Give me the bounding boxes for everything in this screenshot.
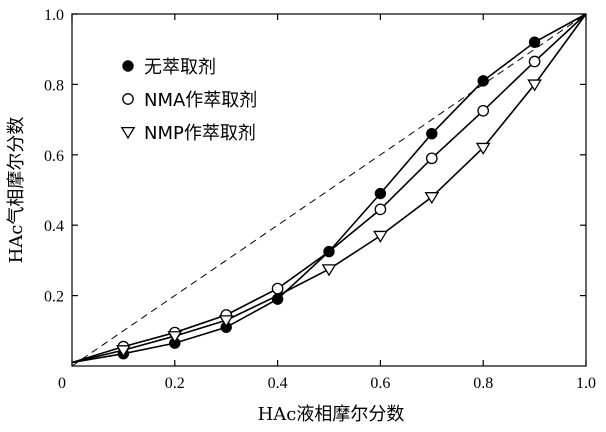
axes-layer: 0 0.2 0.4 0.6 0.8 1.0 0.2 0.4 0.6 0.8 1.0 [44, 7, 596, 392]
x-tick-label-1: 0.2 [165, 375, 185, 392]
series-0-point-7 [426, 127, 438, 140]
legend-label-0: 无萃取剂 [144, 57, 216, 78]
y-axis-title: HAc气相摩尔分数 [6, 117, 27, 264]
legend-marker-0 [122, 60, 134, 72]
series-1-point-8 [477, 104, 490, 117]
series-1-point-7 [425, 152, 438, 165]
diagonal-reference-layer [71, 13, 587, 367]
series-2-point-6 [373, 230, 388, 243]
series-2-point-8 [475, 142, 491, 155]
series-2-point-2 [167, 331, 183, 344]
y-tick-label-3: 0.8 [44, 77, 64, 94]
series-0-point-8 [477, 75, 489, 87]
series-1-point-9 [528, 55, 541, 68]
x-axis-title: HAc液相摩尔分数 [258, 404, 405, 425]
x-tick-label-5: 1.0 [576, 375, 596, 392]
x-tick-label-0: 0 [58, 375, 66, 392]
series-2-point-9 [527, 79, 542, 92]
plot-area [71, 13, 587, 367]
series-0-point-6 [374, 187, 387, 200]
x-tick-label-2: 0.4 [268, 375, 288, 392]
series-2 [71, 13, 587, 364]
legend: 无萃取剂 NMA作萃取剂 NMP作萃取剂 [120, 57, 257, 144]
series-layer [71, 13, 587, 364]
legend-label-1: NMA作萃取剂 [144, 90, 257, 111]
y-tick-label-2: 0.6 [44, 148, 64, 165]
y-tick-label-4: 1.0 [44, 7, 64, 24]
series-1-line [71, 13, 587, 364]
series-2-point-1 [116, 345, 131, 358]
series-2-point-5 [321, 264, 337, 277]
series-1-point-6 [374, 203, 387, 216]
y-tick-label-0: 0.2 [44, 289, 64, 306]
series-2-point-7 [424, 192, 440, 205]
series-0-point-9 [528, 36, 541, 48]
x-tick-label-4: 0.8 [473, 375, 493, 392]
y-tick-label-1: 0.4 [44, 218, 64, 235]
diagonal-reference-line [71, 13, 587, 367]
legend-marker-2 [120, 127, 136, 140]
series-2-point-3 [218, 315, 234, 328]
series-1-point-4 [271, 282, 284, 295]
plot-frame [71, 13, 587, 367]
x-tick-label-3: 0.6 [370, 375, 390, 392]
legend-label-2: NMP作萃取剂 [144, 123, 256, 144]
legend-marker-1 [122, 93, 134, 105]
